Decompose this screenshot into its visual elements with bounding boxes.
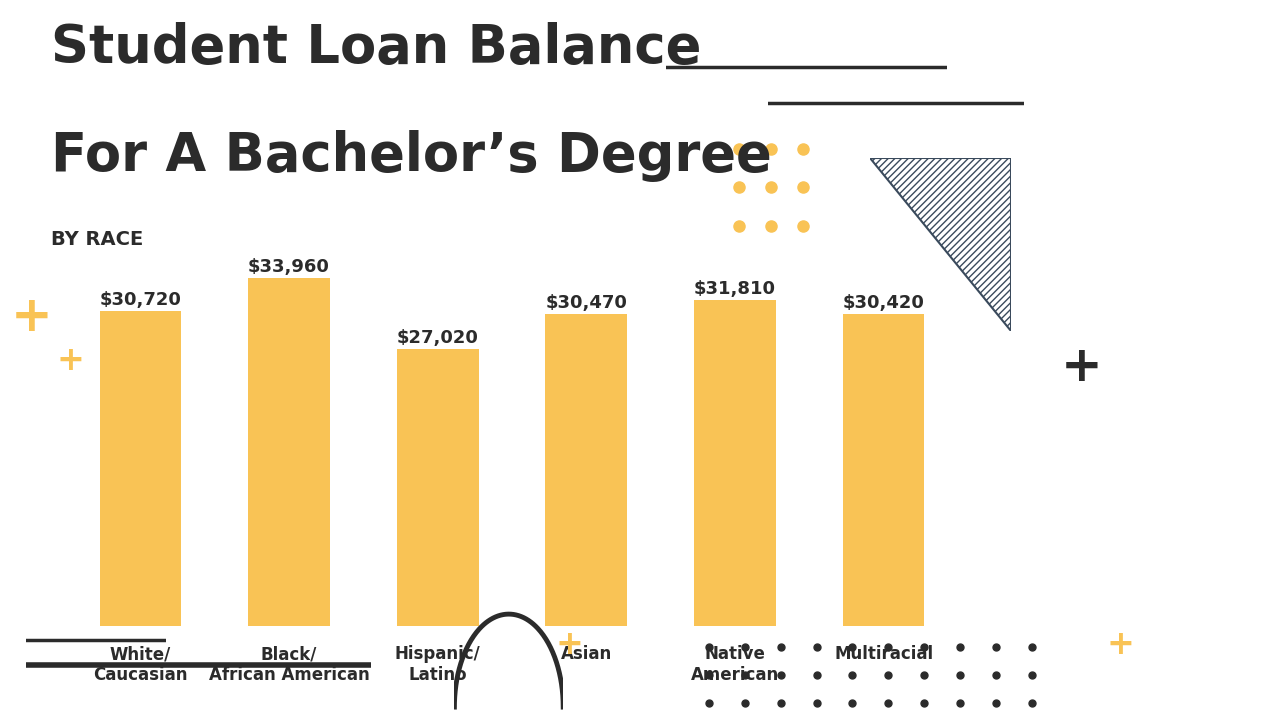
Bar bbox=[694, 300, 776, 626]
Text: +: + bbox=[1106, 628, 1134, 661]
Text: +: + bbox=[1061, 343, 1102, 391]
Text: $27,020: $27,020 bbox=[397, 329, 479, 347]
Text: +: + bbox=[556, 628, 584, 661]
Text: For A Bachelor’s Degree: For A Bachelor’s Degree bbox=[51, 130, 772, 181]
Bar bbox=[397, 349, 479, 626]
Text: +: + bbox=[56, 343, 84, 377]
Bar bbox=[100, 311, 182, 626]
Bar bbox=[248, 278, 330, 626]
Bar bbox=[545, 314, 627, 626]
Text: +: + bbox=[12, 293, 52, 341]
Text: $31,810: $31,810 bbox=[694, 280, 776, 298]
Text: $30,420: $30,420 bbox=[842, 294, 924, 312]
Text: $33,960: $33,960 bbox=[248, 258, 330, 276]
Text: BY RACE: BY RACE bbox=[51, 230, 143, 249]
Bar bbox=[842, 315, 924, 626]
Text: $30,720: $30,720 bbox=[100, 291, 182, 309]
Text: $30,470: $30,470 bbox=[545, 294, 627, 312]
Text: Student Loan Balance: Student Loan Balance bbox=[51, 22, 701, 73]
